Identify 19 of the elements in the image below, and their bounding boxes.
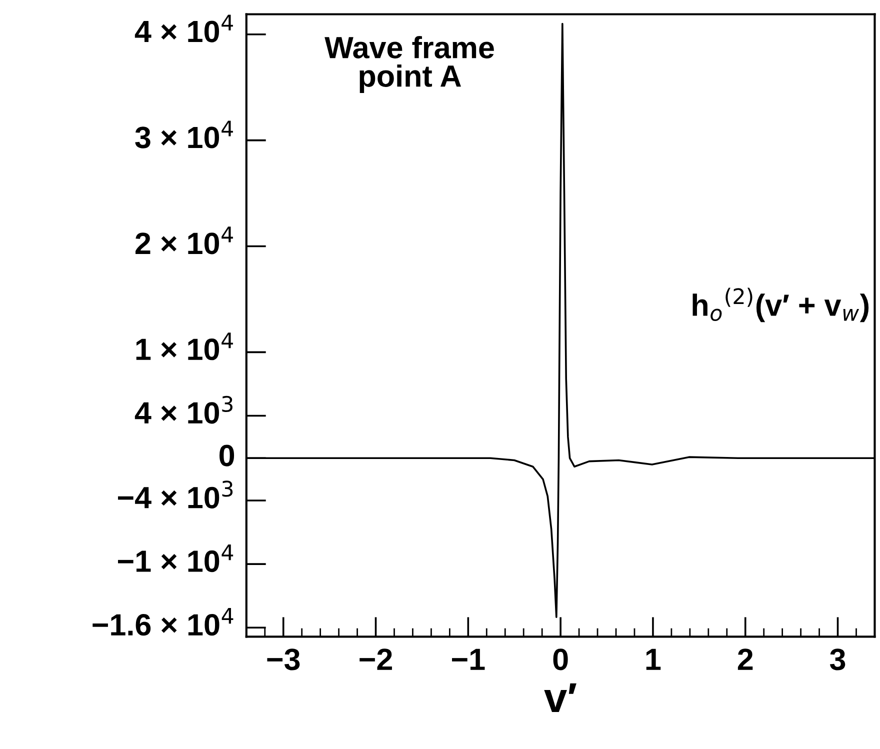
x-tick-label: 3 bbox=[830, 648, 846, 670]
x-tick-label: 2 bbox=[738, 648, 753, 670]
y-tick-label: −1.6 × 10$^{4}$ bbox=[92, 608, 234, 636]
y-tick-label: 0 bbox=[220, 444, 234, 466]
y-tick-label: 4 × 10$^{4}$ bbox=[134, 14, 233, 42]
x-tick-label: −1 bbox=[452, 648, 485, 670]
y-tick-label: −4 × 10$^{3}$ bbox=[118, 480, 233, 508]
text: h$_{o}$$^{(2)}$(v′ + v$_{w}$) bbox=[692, 288, 869, 322]
annotation: Wave frame point A bbox=[324, 36, 494, 93]
x-tick-label: −2 bbox=[360, 648, 392, 670]
y-tick-label: 4 × 10$^{3}$ bbox=[134, 396, 232, 424]
x-axis-title: v′ bbox=[544, 683, 576, 712]
x-tick-label: 0 bbox=[553, 648, 568, 670]
x-tick-label: 1 bbox=[646, 648, 661, 670]
y-tick-label: −1 × 10$^{4}$ bbox=[118, 544, 234, 572]
y-tick-label: 2 × 10$^{4}$ bbox=[136, 226, 233, 254]
y-tick-label: 3 × 10$^{4}$ bbox=[135, 120, 233, 148]
y-tick-label: 1 × 10$^{4}$ bbox=[136, 332, 233, 360]
x-tick-label: −3 bbox=[267, 648, 300, 670]
